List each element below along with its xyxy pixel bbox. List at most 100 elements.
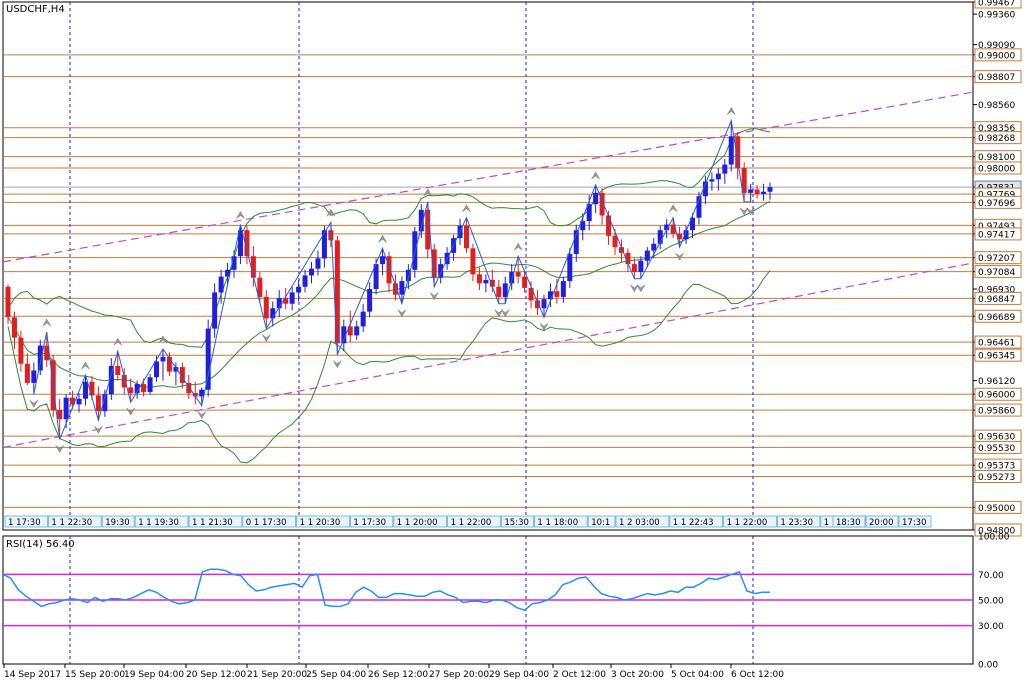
- time-label: 3 Oct 20:00: [611, 670, 664, 680]
- fractal-up-marker: [513, 242, 523, 251]
- fractal-down-marker: [126, 407, 135, 416]
- candle-body: [528, 287, 534, 301]
- candle-body: [328, 230, 334, 241]
- candle-body: [702, 181, 708, 197]
- candle-body: [315, 258, 321, 269]
- rsi-tick-label: 100.00: [978, 533, 1010, 543]
- price-label-box: [974, 348, 1022, 362]
- price-label-box: [974, 291, 1022, 305]
- fractal-down-marker: [429, 292, 439, 301]
- fractal-up-marker: [378, 234, 387, 243]
- price-label: 0.98268: [978, 134, 1015, 144]
- price-label: 0.98100: [978, 153, 1015, 163]
- fractal-up-marker: [591, 171, 600, 180]
- candle-body: [76, 398, 82, 405]
- candle-body: [89, 381, 95, 396]
- candle-body: [431, 249, 437, 278]
- session-marker-box: [4, 515, 48, 528]
- fractal-up-marker: [462, 204, 471, 212]
- session-marker-label: 1 1 22:43: [673, 518, 714, 528]
- price-label-box: [974, 131, 1022, 145]
- candle-body: [24, 363, 30, 383]
- candle-body: [586, 204, 592, 222]
- price-label: 0.97769: [978, 191, 1015, 201]
- band-upper: [7, 128, 771, 348]
- fractal-down-marker: [746, 207, 755, 216]
- fractal-down-marker: [501, 309, 510, 318]
- fractal-up-marker: [236, 211, 245, 219]
- candle-body: [82, 381, 88, 399]
- price-label-box: [974, 523, 1022, 537]
- price-label-box: [974, 387, 1022, 401]
- candle-body: [5, 286, 11, 318]
- candle-body: [341, 326, 347, 344]
- candle-body: [134, 384, 140, 394]
- candle-body: [392, 283, 398, 295]
- candle-body: [192, 393, 198, 397]
- candle-body: [463, 225, 469, 249]
- fractal-down-marker: [675, 252, 684, 261]
- session-marker-label: 1 2 03:00: [619, 518, 660, 528]
- session-marker-label: 1 17:30: [8, 518, 41, 528]
- rsi-tick-label: 70.00: [978, 571, 1004, 581]
- price-label: 0.99467: [978, 0, 1015, 9]
- price-label-box: [974, 440, 1022, 454]
- price-label-box: [974, 251, 1022, 265]
- price-label: 0.96847: [978, 295, 1015, 305]
- price-label-box: [974, 265, 1022, 279]
- price-label: 0.98807: [978, 73, 1015, 83]
- price-label: 0.96689: [978, 313, 1015, 323]
- candle-body: [625, 252, 631, 265]
- price-label-box: [974, 161, 1022, 175]
- session-marker-label: 0 1 17:30: [246, 518, 287, 528]
- session-marker-label: 20:00: [869, 518, 894, 528]
- price-label-box: [974, 500, 1022, 514]
- price-label: 0.99360: [978, 11, 1015, 21]
- session-marker-label: 1 1 22:00: [451, 518, 492, 528]
- session-marker-box: [587, 515, 616, 528]
- candle-body: [515, 272, 521, 277]
- price-label: 0.95630: [978, 433, 1015, 443]
- price-label: 0.99090: [978, 41, 1015, 51]
- time-label: 19 Sep 04:00: [124, 670, 184, 680]
- candle-body: [573, 230, 579, 254]
- rsi-tick-label: 30.00: [978, 622, 1004, 632]
- price-label: 0.96930: [978, 286, 1015, 296]
- price-label: 0.96461: [978, 339, 1015, 349]
- session-marker-box: [101, 515, 135, 528]
- candle-body: [418, 209, 424, 232]
- price-label: 0.96345: [978, 352, 1015, 362]
- channel-line: [2, 262, 974, 449]
- candle-body: [683, 230, 689, 240]
- fractal-down-marker: [29, 400, 39, 408]
- rsi-tick-label: 50.00: [978, 597, 1004, 607]
- candle-body: [690, 217, 696, 231]
- fractal-up-marker: [423, 188, 432, 197]
- candle-body: [664, 224, 670, 231]
- candle-body: [115, 365, 121, 376]
- candle-body: [509, 272, 515, 284]
- candle-body: [644, 250, 650, 261]
- session-marker-box: [447, 515, 501, 528]
- time-label: 27 Sep 20:00: [429, 670, 489, 680]
- session-marker-box: [296, 515, 350, 528]
- candle-body: [547, 291, 553, 300]
- candle-body: [425, 209, 431, 250]
- candle-body: [677, 233, 683, 240]
- session-marker-box: [349, 515, 394, 528]
- candle-body: [347, 326, 353, 336]
- candle-body: [438, 264, 444, 278]
- time-label: 2 Oct 12:00: [553, 670, 606, 680]
- price-label: 0.99000: [978, 51, 1015, 61]
- candle-body: [57, 410, 63, 420]
- candle-body: [380, 256, 386, 265]
- candle-body: [754, 189, 760, 194]
- price-label: 0.97084: [978, 268, 1015, 278]
- price-label-box: [974, 309, 1022, 323]
- fractal-up-marker: [81, 361, 90, 370]
- fractal-up-marker: [326, 208, 336, 217]
- candle-body: [360, 311, 366, 327]
- candle-body: [767, 187, 773, 192]
- fractal-down-marker: [539, 323, 549, 331]
